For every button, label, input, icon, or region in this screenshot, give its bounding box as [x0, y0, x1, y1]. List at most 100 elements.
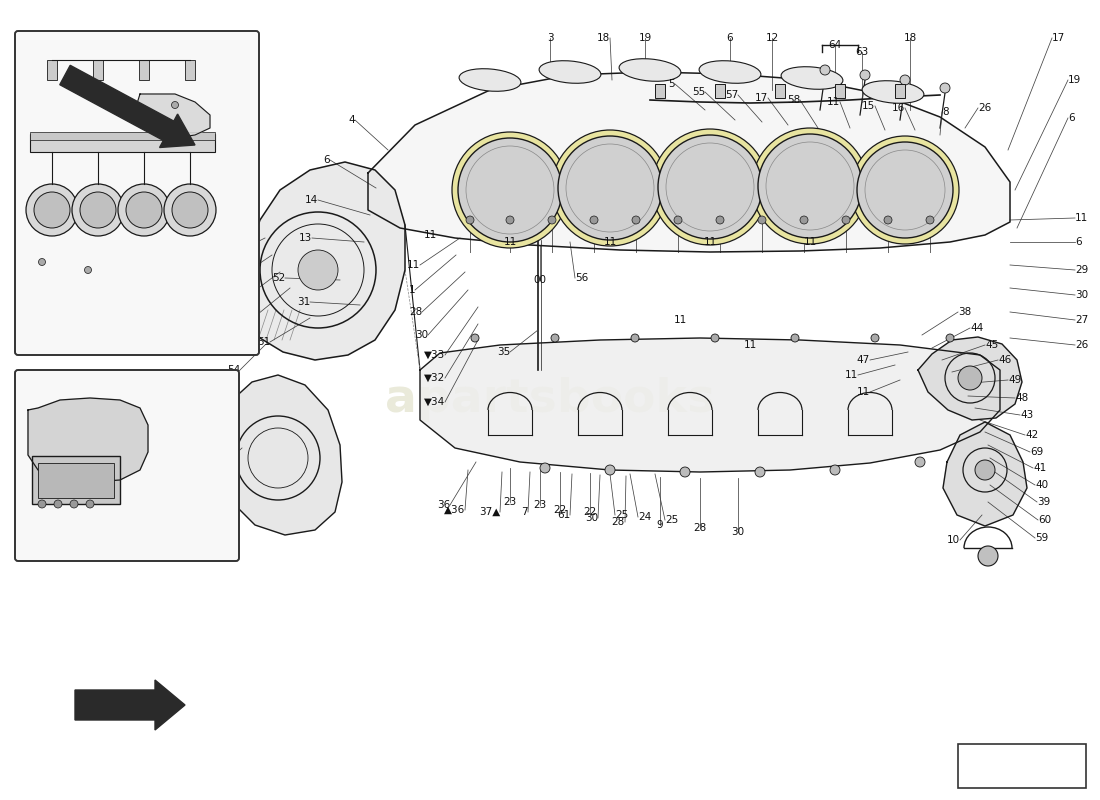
Text: 52: 52 [199, 440, 212, 450]
Circle shape [915, 457, 925, 467]
Text: 30: 30 [415, 330, 428, 340]
Text: 6: 6 [323, 155, 330, 165]
Text: 45: 45 [984, 340, 999, 350]
Circle shape [958, 366, 982, 390]
Circle shape [857, 142, 953, 238]
Circle shape [605, 465, 615, 475]
Bar [715, 84, 725, 98]
Text: 14: 14 [305, 195, 318, 205]
Text: 8: 8 [942, 107, 948, 117]
Text: 51: 51 [205, 465, 218, 475]
Text: 30: 30 [732, 527, 745, 537]
Text: 1: 1 [408, 285, 415, 295]
Circle shape [34, 192, 70, 228]
Circle shape [752, 128, 868, 244]
Text: ▼34: ▼34 [424, 397, 446, 407]
Circle shape [540, 463, 550, 473]
Circle shape [172, 102, 178, 109]
Text: 35: 35 [497, 347, 510, 357]
Polygon shape [218, 375, 342, 535]
Circle shape [85, 266, 91, 274]
Text: 11: 11 [407, 260, 420, 270]
Bar [30, 134, 214, 152]
Text: 38: 38 [958, 307, 971, 317]
Text: 11: 11 [827, 97, 840, 107]
Circle shape [758, 134, 862, 238]
Circle shape [548, 216, 556, 224]
Circle shape [800, 216, 808, 224]
Text: apartsbooks: apartsbooks [385, 378, 715, 422]
Circle shape [755, 467, 764, 477]
Text: 44: 44 [970, 323, 983, 333]
Text: ▲ = 1: ▲ = 1 [1004, 759, 1041, 773]
Text: 59: 59 [1035, 533, 1048, 543]
Circle shape [851, 136, 959, 244]
Text: 56: 56 [575, 273, 589, 283]
Text: 36: 36 [437, 500, 450, 510]
Text: 21: 21 [29, 43, 42, 53]
Polygon shape [943, 422, 1027, 526]
Circle shape [458, 138, 562, 242]
Circle shape [652, 129, 768, 245]
Text: 11: 11 [845, 370, 858, 380]
Circle shape [471, 334, 478, 342]
Text: 30: 30 [1075, 290, 1088, 300]
Text: 65: 65 [43, 385, 56, 395]
Text: 52: 52 [272, 273, 285, 283]
Text: 54: 54 [232, 293, 245, 303]
Text: 2: 2 [91, 43, 98, 53]
Text: 66: 66 [21, 385, 34, 395]
Text: 53: 53 [219, 277, 232, 287]
Text: 24: 24 [638, 512, 651, 522]
Ellipse shape [862, 81, 924, 103]
Circle shape [452, 132, 568, 248]
Text: ▼32: ▼32 [424, 373, 446, 383]
Circle shape [164, 184, 216, 236]
Text: 11: 11 [1075, 213, 1088, 223]
Ellipse shape [539, 61, 601, 83]
Text: 6: 6 [1075, 237, 1081, 247]
Circle shape [871, 334, 879, 342]
Text: 51: 51 [244, 309, 258, 319]
Text: 42: 42 [1025, 430, 1038, 440]
Circle shape [26, 184, 78, 236]
Circle shape [551, 334, 559, 342]
Ellipse shape [700, 61, 761, 83]
Polygon shape [75, 680, 185, 730]
Circle shape [820, 65, 830, 75]
Text: 18: 18 [596, 33, 611, 43]
Polygon shape [420, 338, 1000, 472]
Circle shape [126, 192, 162, 228]
Text: 50: 50 [197, 217, 210, 227]
Polygon shape [368, 72, 1010, 252]
Text: 13: 13 [299, 233, 312, 243]
Circle shape [978, 546, 998, 566]
Text: 61: 61 [557, 510, 570, 520]
Text: 12: 12 [766, 33, 779, 43]
Bar [32, 456, 120, 504]
Text: 26: 26 [978, 103, 991, 113]
Text: 31: 31 [297, 297, 310, 307]
Circle shape [900, 75, 910, 85]
Text: 27: 27 [1075, 315, 1088, 325]
Circle shape [39, 500, 46, 508]
Text: 19: 19 [1068, 75, 1081, 85]
Circle shape [506, 216, 514, 224]
Polygon shape [28, 398, 148, 482]
Text: ▼33: ▼33 [424, 350, 446, 360]
Text: 43: 43 [1020, 410, 1033, 420]
Text: 30: 30 [585, 513, 598, 523]
Text: 53: 53 [205, 340, 218, 350]
Text: 26: 26 [1075, 340, 1088, 350]
Circle shape [70, 500, 78, 508]
Text: ▲36: ▲36 [443, 505, 465, 515]
Text: 10: 10 [947, 535, 960, 545]
Circle shape [946, 334, 954, 342]
Text: 18: 18 [903, 33, 916, 43]
Bar [185, 60, 195, 80]
Text: 23: 23 [504, 497, 517, 507]
Bar [47, 60, 57, 80]
Text: 64: 64 [828, 40, 842, 50]
Text: 40: 40 [1035, 480, 1048, 490]
Text: 11: 11 [504, 237, 517, 247]
